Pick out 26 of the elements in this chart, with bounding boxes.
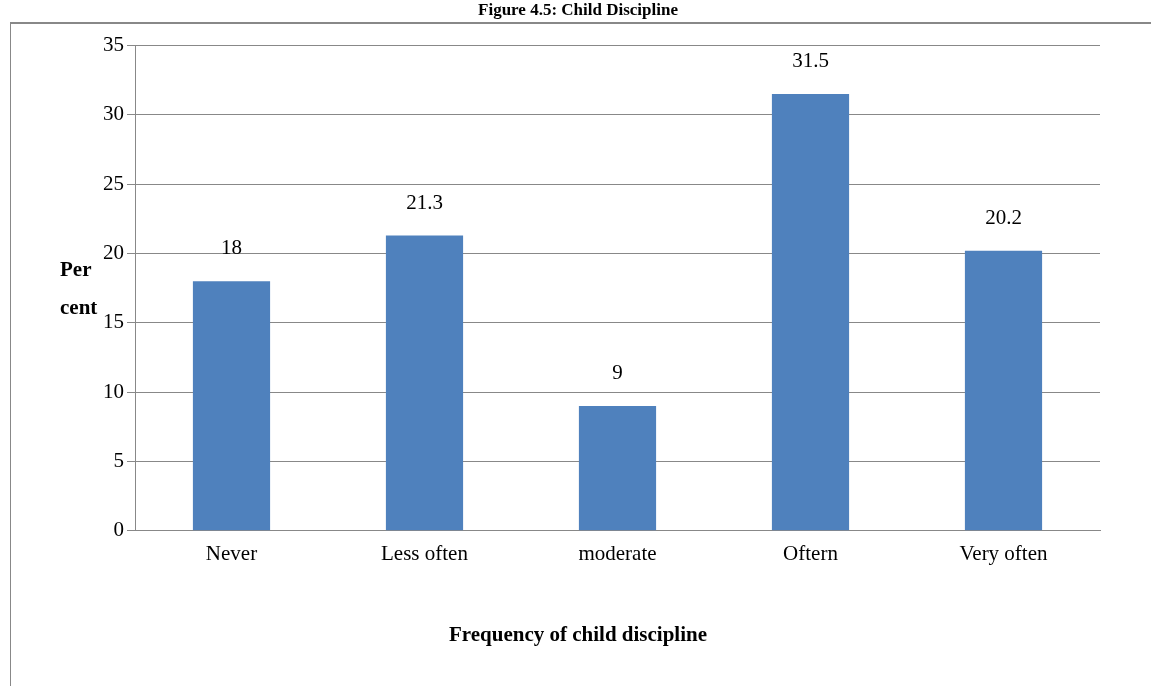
bar [192,281,271,531]
y-tick-label: 5 [113,448,124,472]
bar [771,94,850,531]
bar [385,235,464,531]
y-tick-label: 25 [103,170,124,195]
data-label: 21.3 [406,189,443,214]
x-tick-label: Oftern [783,540,839,565]
bar [964,250,1043,531]
y-axis-title: Percent [60,256,98,321]
data-label: 20.2 [985,204,1022,229]
x-tick-label: Never [205,540,258,565]
x-tick-label: moderate [578,540,657,565]
data-label: 9 [612,360,623,385]
y-tick-label: 15 [103,309,124,334]
y-tick-label: 20 [103,240,124,265]
x-tick-label: Less often [381,540,469,565]
x-tick-label: Very often [959,540,1049,565]
data-label: 18 [221,235,242,260]
y-tick-label: 35 [103,32,124,57]
bar [578,406,657,531]
x-axis-title: Frequency of child discipline [447,622,709,647]
y-tick-label: 10 [103,378,124,403]
y-tick-label: 30 [103,101,124,126]
y-tick-label: 0 [113,517,124,542]
chart-title: Figure 4.5: Child Discipline [477,0,679,20]
data-label: 31.5 [792,48,829,73]
